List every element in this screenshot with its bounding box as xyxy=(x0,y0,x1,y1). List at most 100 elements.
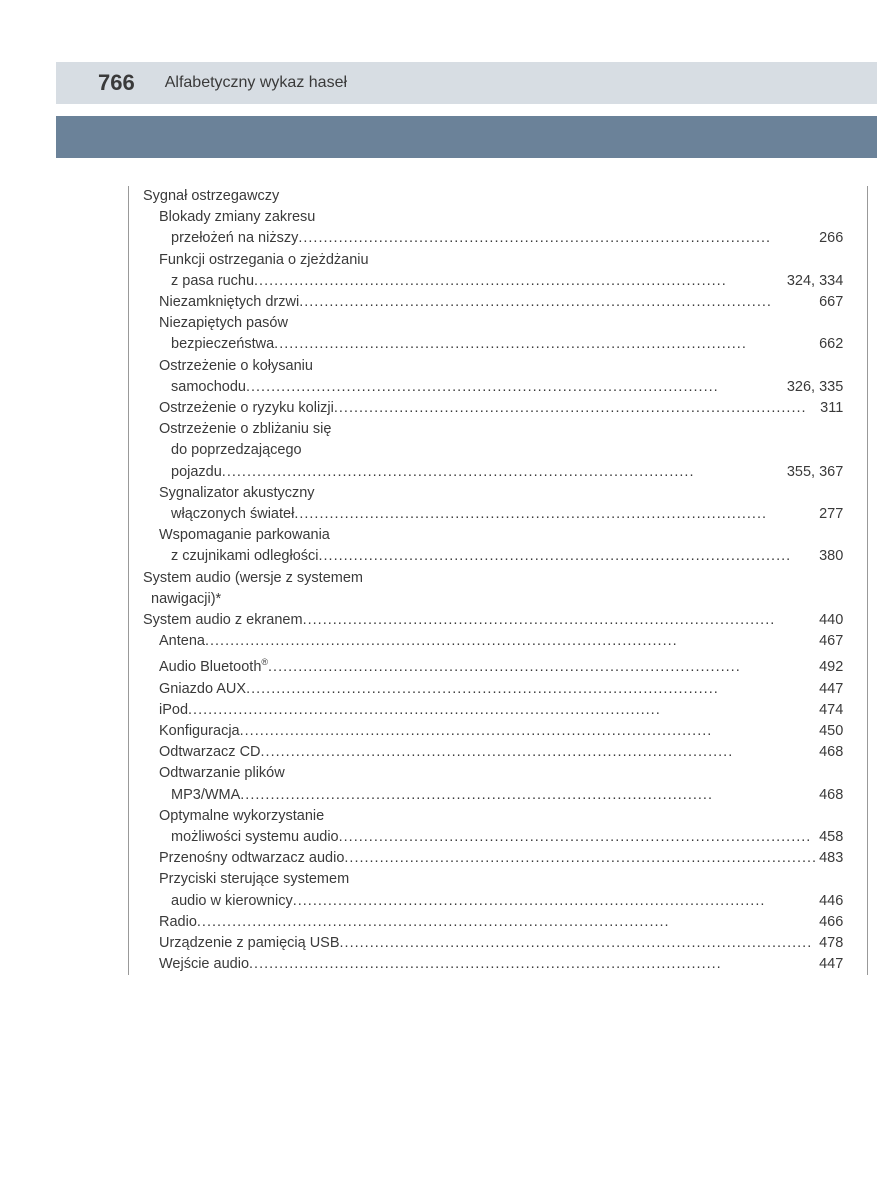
index-entry-label: Ostrzeżenie o kołysaniu xyxy=(159,356,313,377)
index-entry-label: Przenośny odtwarzacz audio xyxy=(159,848,344,869)
leader-dots xyxy=(249,954,817,975)
index-entry-page: 667 xyxy=(817,292,843,313)
index-entry-label: Wejście audio xyxy=(159,954,249,975)
index-entry-label: możliwości systemu audio xyxy=(171,827,339,848)
index-entry: audio w kierownicy446 xyxy=(143,891,843,912)
section-color-bar xyxy=(56,116,877,158)
index-entry-label: Gniazdo AUX xyxy=(159,679,246,700)
index-entry: System audio z ekranem 440 xyxy=(143,610,843,631)
index-entry-label: Audio Bluetooth® xyxy=(159,652,268,678)
index-entry-page: 355, 367 xyxy=(785,462,843,483)
index-entry: Wspomaganie parkowania xyxy=(143,525,843,546)
index-entry: możliwości systemu audio 458 xyxy=(143,827,843,848)
index-entry-label: Niezamkniętych drzwi xyxy=(159,292,299,313)
index-entry: Radio 466 xyxy=(143,912,843,933)
leader-dots xyxy=(303,610,818,631)
index-entry-label: MP3/WMA xyxy=(171,785,240,806)
index-entry-page: 380 xyxy=(817,546,843,567)
index-entry-page: 478 xyxy=(817,933,843,954)
index-entry: Optymalne wykorzystanie xyxy=(143,806,843,827)
index-entry: MP3/WMA 468 xyxy=(143,785,843,806)
index-entry: przełożeń na niższy 266 xyxy=(143,228,843,249)
index-entry-label: Optymalne wykorzystanie xyxy=(159,806,324,827)
index-entry-label: Ostrzeżenie o zbliżaniu się xyxy=(159,419,331,440)
leader-dots xyxy=(246,377,785,398)
index-entry: System audio (wersje z systemem xyxy=(143,568,843,589)
index-entry-label: bezpieczeństwa xyxy=(171,334,274,355)
leader-dots xyxy=(334,398,818,419)
index-entry: Funkcji ostrzegania o zjeżdżaniu xyxy=(143,250,843,271)
index-entry: Blokady zmiany zakresu xyxy=(143,207,843,228)
index-entry: Przyciski sterujące systemem xyxy=(143,869,843,890)
index-entry-label: Radio xyxy=(159,912,197,933)
leader-dots xyxy=(246,679,817,700)
index-entry: bezpieczeństwa 662 xyxy=(143,334,843,355)
index-entry-label: przełożeń na niższy xyxy=(171,228,298,249)
index-entry: Niezamkniętych drzwi 667 xyxy=(143,292,843,313)
leader-dots xyxy=(339,827,817,848)
index-entry: Ostrzeżenie o zbliżaniu się xyxy=(143,419,843,440)
index-entry-label: do poprzedzającego xyxy=(171,440,302,461)
index-entry-label: Urządzenie z pamięcią USB xyxy=(159,933,340,954)
index-entry-page: 466 xyxy=(817,912,843,933)
index-entry: Audio Bluetooth®492 xyxy=(143,652,843,678)
header-bar: 766 Alfabetyczny wykaz haseł xyxy=(56,62,877,104)
index-entry: włączonych świateł 277 xyxy=(143,504,843,525)
index-entry-page: 324, 334 xyxy=(785,271,843,292)
index-entry-page: 447 xyxy=(817,679,843,700)
index-entry: Sygnalizator akustyczny xyxy=(143,483,843,504)
leader-dots xyxy=(205,631,817,652)
index-entry-label: z pasa ruchu xyxy=(171,271,254,292)
index-entry: Urządzenie z pamięcią USB 478 xyxy=(143,933,843,954)
leader-dots xyxy=(240,721,817,742)
leader-dots xyxy=(188,700,817,721)
index-entry: do poprzedzającego xyxy=(143,440,843,461)
index-entry-page: 446 xyxy=(817,891,843,912)
index-entry-page: 468 xyxy=(817,742,843,763)
leader-dots xyxy=(261,742,818,763)
leader-dots xyxy=(240,785,817,806)
index-entry-page: 468 xyxy=(817,785,843,806)
index-entry-label: System audio (wersje z systemem xyxy=(143,568,363,589)
index-column-right: System bezpieczeństwa+301Aktywna kontrol… xyxy=(867,186,877,975)
index-entry-label: Blokady zmiany zakresu xyxy=(159,207,315,228)
index-entry: pojazdu355, 367 xyxy=(143,462,843,483)
leader-dots xyxy=(268,657,817,678)
index-entry-label: Sygnał ostrzegawczy xyxy=(143,186,279,207)
index-entry-label: Ostrzeżenie o ryzyku kolizji xyxy=(159,398,334,419)
index-entry: iPod 474 xyxy=(143,700,843,721)
leader-dots xyxy=(299,292,817,313)
index-entry-label: Antena xyxy=(159,631,205,652)
index-entry-label: Sygnalizator akustyczny xyxy=(159,483,315,504)
index-entry-page: 266 xyxy=(817,228,843,249)
index-entry-label: Odtwarzacz CD xyxy=(159,742,261,763)
index-entry-page: 277 xyxy=(817,504,843,525)
leader-dots xyxy=(294,504,817,525)
index-entry-page: 311 xyxy=(818,398,843,419)
index-entry-label: Odtwarzanie plików xyxy=(159,763,285,784)
leader-dots xyxy=(293,891,817,912)
index-entry-page: 662 xyxy=(817,334,843,355)
leader-dots xyxy=(318,546,817,567)
index-content: Sygnał ostrzegawczyBlokady zmiany zakres… xyxy=(128,186,829,975)
index-entry-page: 447 xyxy=(817,954,843,975)
index-entry-label: System audio z ekranem xyxy=(143,610,303,631)
leader-dots xyxy=(222,462,785,483)
index-entry-page: 440 xyxy=(817,610,843,631)
index-entry: nawigacji)* xyxy=(143,589,843,610)
index-entry: Ostrzeżenie o ryzyku kolizji 311 xyxy=(143,398,843,419)
index-entry: z czujnikami odległości380 xyxy=(143,546,843,567)
leader-dots xyxy=(254,271,785,292)
index-entry-label: samochodu xyxy=(171,377,246,398)
leader-dots xyxy=(197,912,817,933)
index-entry-page: 458 xyxy=(817,827,843,848)
index-entry: samochodu326, 335 xyxy=(143,377,843,398)
index-entry: Wejście audio 447 xyxy=(143,954,843,975)
index-entry-page: 450 xyxy=(817,721,843,742)
index-entry: Konfiguracja450 xyxy=(143,721,843,742)
index-entry-label: Funkcji ostrzegania o zjeżdżaniu xyxy=(159,250,369,271)
leader-dots xyxy=(344,848,817,869)
index-entry-page: 474 xyxy=(817,700,843,721)
index-entry-label: iPod xyxy=(159,700,188,721)
index-entry-label: włączonych świateł xyxy=(171,504,294,525)
